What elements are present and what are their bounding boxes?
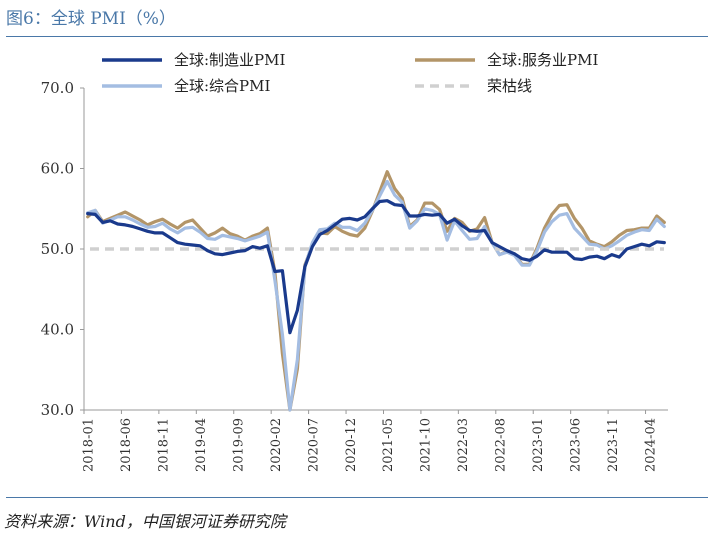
title-divider — [6, 36, 708, 37]
chart-title: 图6：全球 PMI（%） — [6, 9, 176, 29]
x-tick-label: 2022-08 — [494, 418, 509, 472]
x-tick-label: 2023-01 — [531, 418, 546, 472]
x-tick-label: 2019-04 — [194, 418, 209, 472]
legend-item-manufacturing-label: 全球:制造业PMI — [174, 51, 286, 69]
x-tick-label: 2021-10 — [419, 418, 434, 472]
y-tick-label: 70.0 — [41, 79, 74, 97]
legend: 全球:制造业PMI 全球:服务业PMI 全球:综合PMI 荣枯线 — [102, 51, 599, 95]
x-tick-label: 2018-11 — [157, 418, 172, 472]
series-line-services — [86, 170, 666, 412]
x-tick-label: 2019-09 — [231, 418, 246, 472]
x-tick-label: 2020-12 — [344, 418, 359, 472]
y-tick-label: 50.0 — [41, 240, 74, 258]
axes-layer: 30.0 40.0 50.0 60.0 70.0 2018-01 2018-06 2018-1… — [41, 79, 668, 472]
x-tick-label: 2023-06 — [568, 418, 583, 472]
series-line-manufacturing — [86, 199, 666, 335]
x-tick-label: 2023-11 — [606, 418, 621, 472]
x-tick-label: 2021-05 — [381, 418, 396, 472]
series-line-composite — [86, 179, 666, 412]
y-tick-label: 60.0 — [41, 160, 74, 178]
x-tick-label: 2020-07 — [306, 418, 321, 472]
x-tick-label: 2022-03 — [456, 418, 471, 472]
series-layer — [86, 170, 666, 412]
x-tick-label: 2020-02 — [269, 418, 284, 472]
x-tick-label: 2018-01 — [82, 418, 97, 472]
source-note: 资料来源：Wind，中国银河证券研究院 — [4, 512, 286, 531]
legend-item-breakeven-label: 荣枯线 — [487, 77, 532, 95]
x-tick-label: 2024-04 — [643, 418, 658, 472]
legend-item-composite-label: 全球:综合PMI — [174, 77, 271, 95]
legend-item-services-label: 全球:服务业PMI — [487, 51, 599, 69]
x-tick-label: 2018-06 — [119, 418, 134, 472]
y-tick-label: 30.0 — [41, 401, 74, 419]
y-tick-label: 40.0 — [41, 321, 74, 339]
footer-divider — [6, 497, 708, 498]
